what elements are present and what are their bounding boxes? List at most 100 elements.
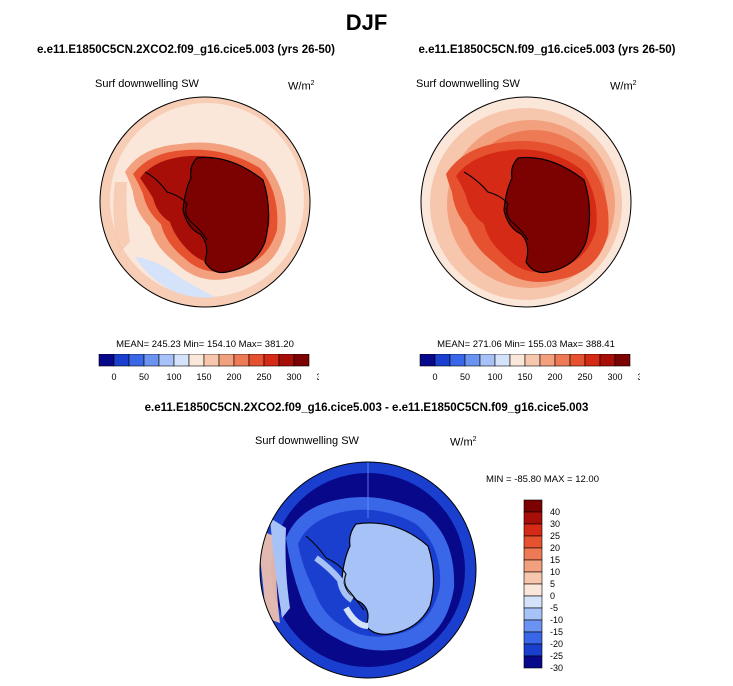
panel1-antarctica-outline <box>182 156 270 274</box>
panel2-colorbar-tick-label: 0 <box>432 372 437 382</box>
diff-colorbar-box <box>523 595 543 609</box>
panel2-colorbar-box <box>419 354 436 367</box>
panel1-colorbar-boxes <box>98 354 310 367</box>
panel1-colorbar-tick-label: 50 <box>139 372 149 382</box>
panel2-colorbar-box <box>464 354 481 367</box>
panel2-colorbar-box <box>599 354 616 367</box>
panel2-colorbar: 0 50 100 150 200 250 300 350 <box>419 354 640 382</box>
diff-colorbar-tick-label: -30 <box>550 663 563 673</box>
panel2-colorbar-tick-label: 100 <box>487 372 502 382</box>
panel2-colorbar-tick-label: 150 <box>517 372 532 382</box>
diff-units-label: W/m2 <box>450 436 477 449</box>
diff-colorbar-tick-label: -15 <box>550 627 563 637</box>
diff-colorbar-tick-label: -10 <box>550 615 563 625</box>
diff-colorbar-box <box>523 607 543 621</box>
diff-colorbar-tick-label: 0 <box>550 591 555 601</box>
panel2-variable-label: Surf downwelling SW <box>416 78 520 90</box>
panel2-colorbar-tick-label: 50 <box>460 372 470 382</box>
diff-colorbar-box <box>523 655 543 669</box>
panel2-colorbar-box <box>449 354 466 367</box>
panel2-colorbar-tick-label: 300 <box>607 372 622 382</box>
panel1-colorbar-box <box>128 354 145 367</box>
diff-case-title: e.e11.E1850C5CN.2XCO2.f09_g16.cice5.003 … <box>144 402 589 414</box>
panel1-colorbar-box <box>158 354 175 367</box>
panel2-colorbar-tick-label: 350 <box>637 372 640 382</box>
diff-colorbar-box <box>523 535 543 549</box>
panel2-colorbar-box <box>539 354 556 367</box>
panel2-units-label: W/m2 <box>610 80 637 93</box>
panel1-colorbar-ticks: 0 50 100 150 200 250 300 350 <box>111 372 319 382</box>
diff-colorbar-box <box>523 583 543 597</box>
diff-colorbar-box <box>523 547 543 561</box>
panel1-colorbar-box <box>293 354 310 367</box>
diff-colorbar-tick-label: -25 <box>550 651 563 661</box>
diff-colorbar-tick-label: 40 <box>550 507 560 517</box>
panel1-case-title: e.e11.E1850C5CN.2XCO2.f09_g16.cice5.003 … <box>37 44 335 56</box>
diff-colorbar: 40 30 25 20 15 10 5 0 -5 -10 -15 -20 -25 -30 -40 <box>523 499 563 676</box>
diff-colorbar-box <box>523 511 543 525</box>
panel2-stats: MEAN= 271.06 Min= 155.03 Max= 388.41 <box>437 339 615 350</box>
panel1-colorbar-tick-label: 100 <box>166 372 181 382</box>
diff-colorbar-box <box>523 619 543 633</box>
panel2-colorbar-tick-label: 250 <box>577 372 592 382</box>
panel1-colorbar-tick-label: 200 <box>226 372 241 382</box>
panel2-colorbar-ticks: 0 50 100 150 200 250 300 350 <box>432 372 640 382</box>
panel1-colorbar-box <box>278 354 295 367</box>
panel2-colorbar-box <box>569 354 586 367</box>
panel1-colorbar-box <box>203 354 220 367</box>
diff-colorbar-tick-label: 25 <box>550 531 560 541</box>
panel2-colorbar-box <box>509 354 526 367</box>
panel2-polar-map <box>420 96 632 308</box>
panel1-colorbar-tick-label: 150 <box>196 372 211 382</box>
panel2-colorbar-box <box>524 354 541 367</box>
diff-colorbar-boxes <box>523 499 543 669</box>
diff-variable-label: Surf downwelling SW <box>255 435 359 447</box>
diff-colorbar-tick-label: -40 <box>550 675 563 676</box>
panel2-colorbar-box <box>584 354 601 367</box>
panel1-colorbar-box <box>113 354 130 367</box>
diff-colorbar-box <box>523 523 543 537</box>
diff-colorbar-tick-label: 20 <box>550 543 560 553</box>
diff-colorbar-box <box>523 571 543 585</box>
panel1-colorbar-box <box>233 354 250 367</box>
panel1-variable-label: Surf downwelling SW <box>95 78 199 90</box>
panel2-case-title: e.e11.E1850C5CN.f09_g16.cice5.003 (yrs 2… <box>418 44 676 56</box>
panel2-colorbar-box <box>434 354 451 367</box>
diff-colorbar-tick-label: 15 <box>550 555 560 565</box>
panel2-colorbar-box <box>494 354 511 367</box>
panel1-polar-map <box>99 96 311 308</box>
diff-polar-map <box>259 461 477 679</box>
panel1-colorbar-tick-label: 0 <box>111 372 116 382</box>
diff-colorbar-tick-label: -5 <box>550 603 558 613</box>
diff-colorbar-tick-label: 5 <box>550 579 555 589</box>
panel1-colorbar-box <box>218 354 235 367</box>
panel2-colorbar-boxes <box>419 354 631 367</box>
panel2-colorbar-tick-label: 200 <box>547 372 562 382</box>
diff-colorbar-tick-label: -20 <box>550 639 563 649</box>
panel1-stats: MEAN= 245.23 Min= 154.10 Max= 381.20 <box>116 339 294 350</box>
panel1-colorbar-box <box>188 354 205 367</box>
panel1-colorbar-tick-label: 350 <box>316 372 319 382</box>
diff-colorbar-box <box>523 499 543 513</box>
diff-colorbar-box <box>523 631 543 645</box>
diff-colorbar-ticks: 40 30 25 20 15 10 5 0 -5 -10 -15 -20 -25 -30 -40 <box>550 507 563 676</box>
panel2-colorbar-box <box>554 354 571 367</box>
diff-colorbar-box <box>523 643 543 657</box>
panel2-colorbar-box <box>479 354 496 367</box>
panel1-colorbar-box <box>263 354 280 367</box>
diff-stats: MIN = -85.80 MAX = 12.00 <box>486 474 600 485</box>
panel1-colorbar-tick-label: 250 <box>256 372 271 382</box>
panel1-colorbar-box <box>143 354 160 367</box>
diff-colorbar-tick-label: 10 <box>550 567 560 577</box>
panel2-colorbar-box <box>614 354 631 367</box>
panel1-low-sw-region <box>135 257 215 298</box>
panel1-colorbar: 0 50 100 150 200 250 300 350 <box>98 354 319 382</box>
panel1-colorbar-tick-label: 300 <box>286 372 301 382</box>
diff-colorbar-box <box>523 559 543 573</box>
panel1-colorbar-box <box>98 354 115 367</box>
season-title: DJF <box>345 10 388 35</box>
panel1-colorbar-box <box>248 354 265 367</box>
panel2-antarctica-outline <box>503 156 591 274</box>
panel1-units-label: W/m2 <box>288 80 315 93</box>
diff-colorbar-tick-label: 30 <box>550 519 560 529</box>
